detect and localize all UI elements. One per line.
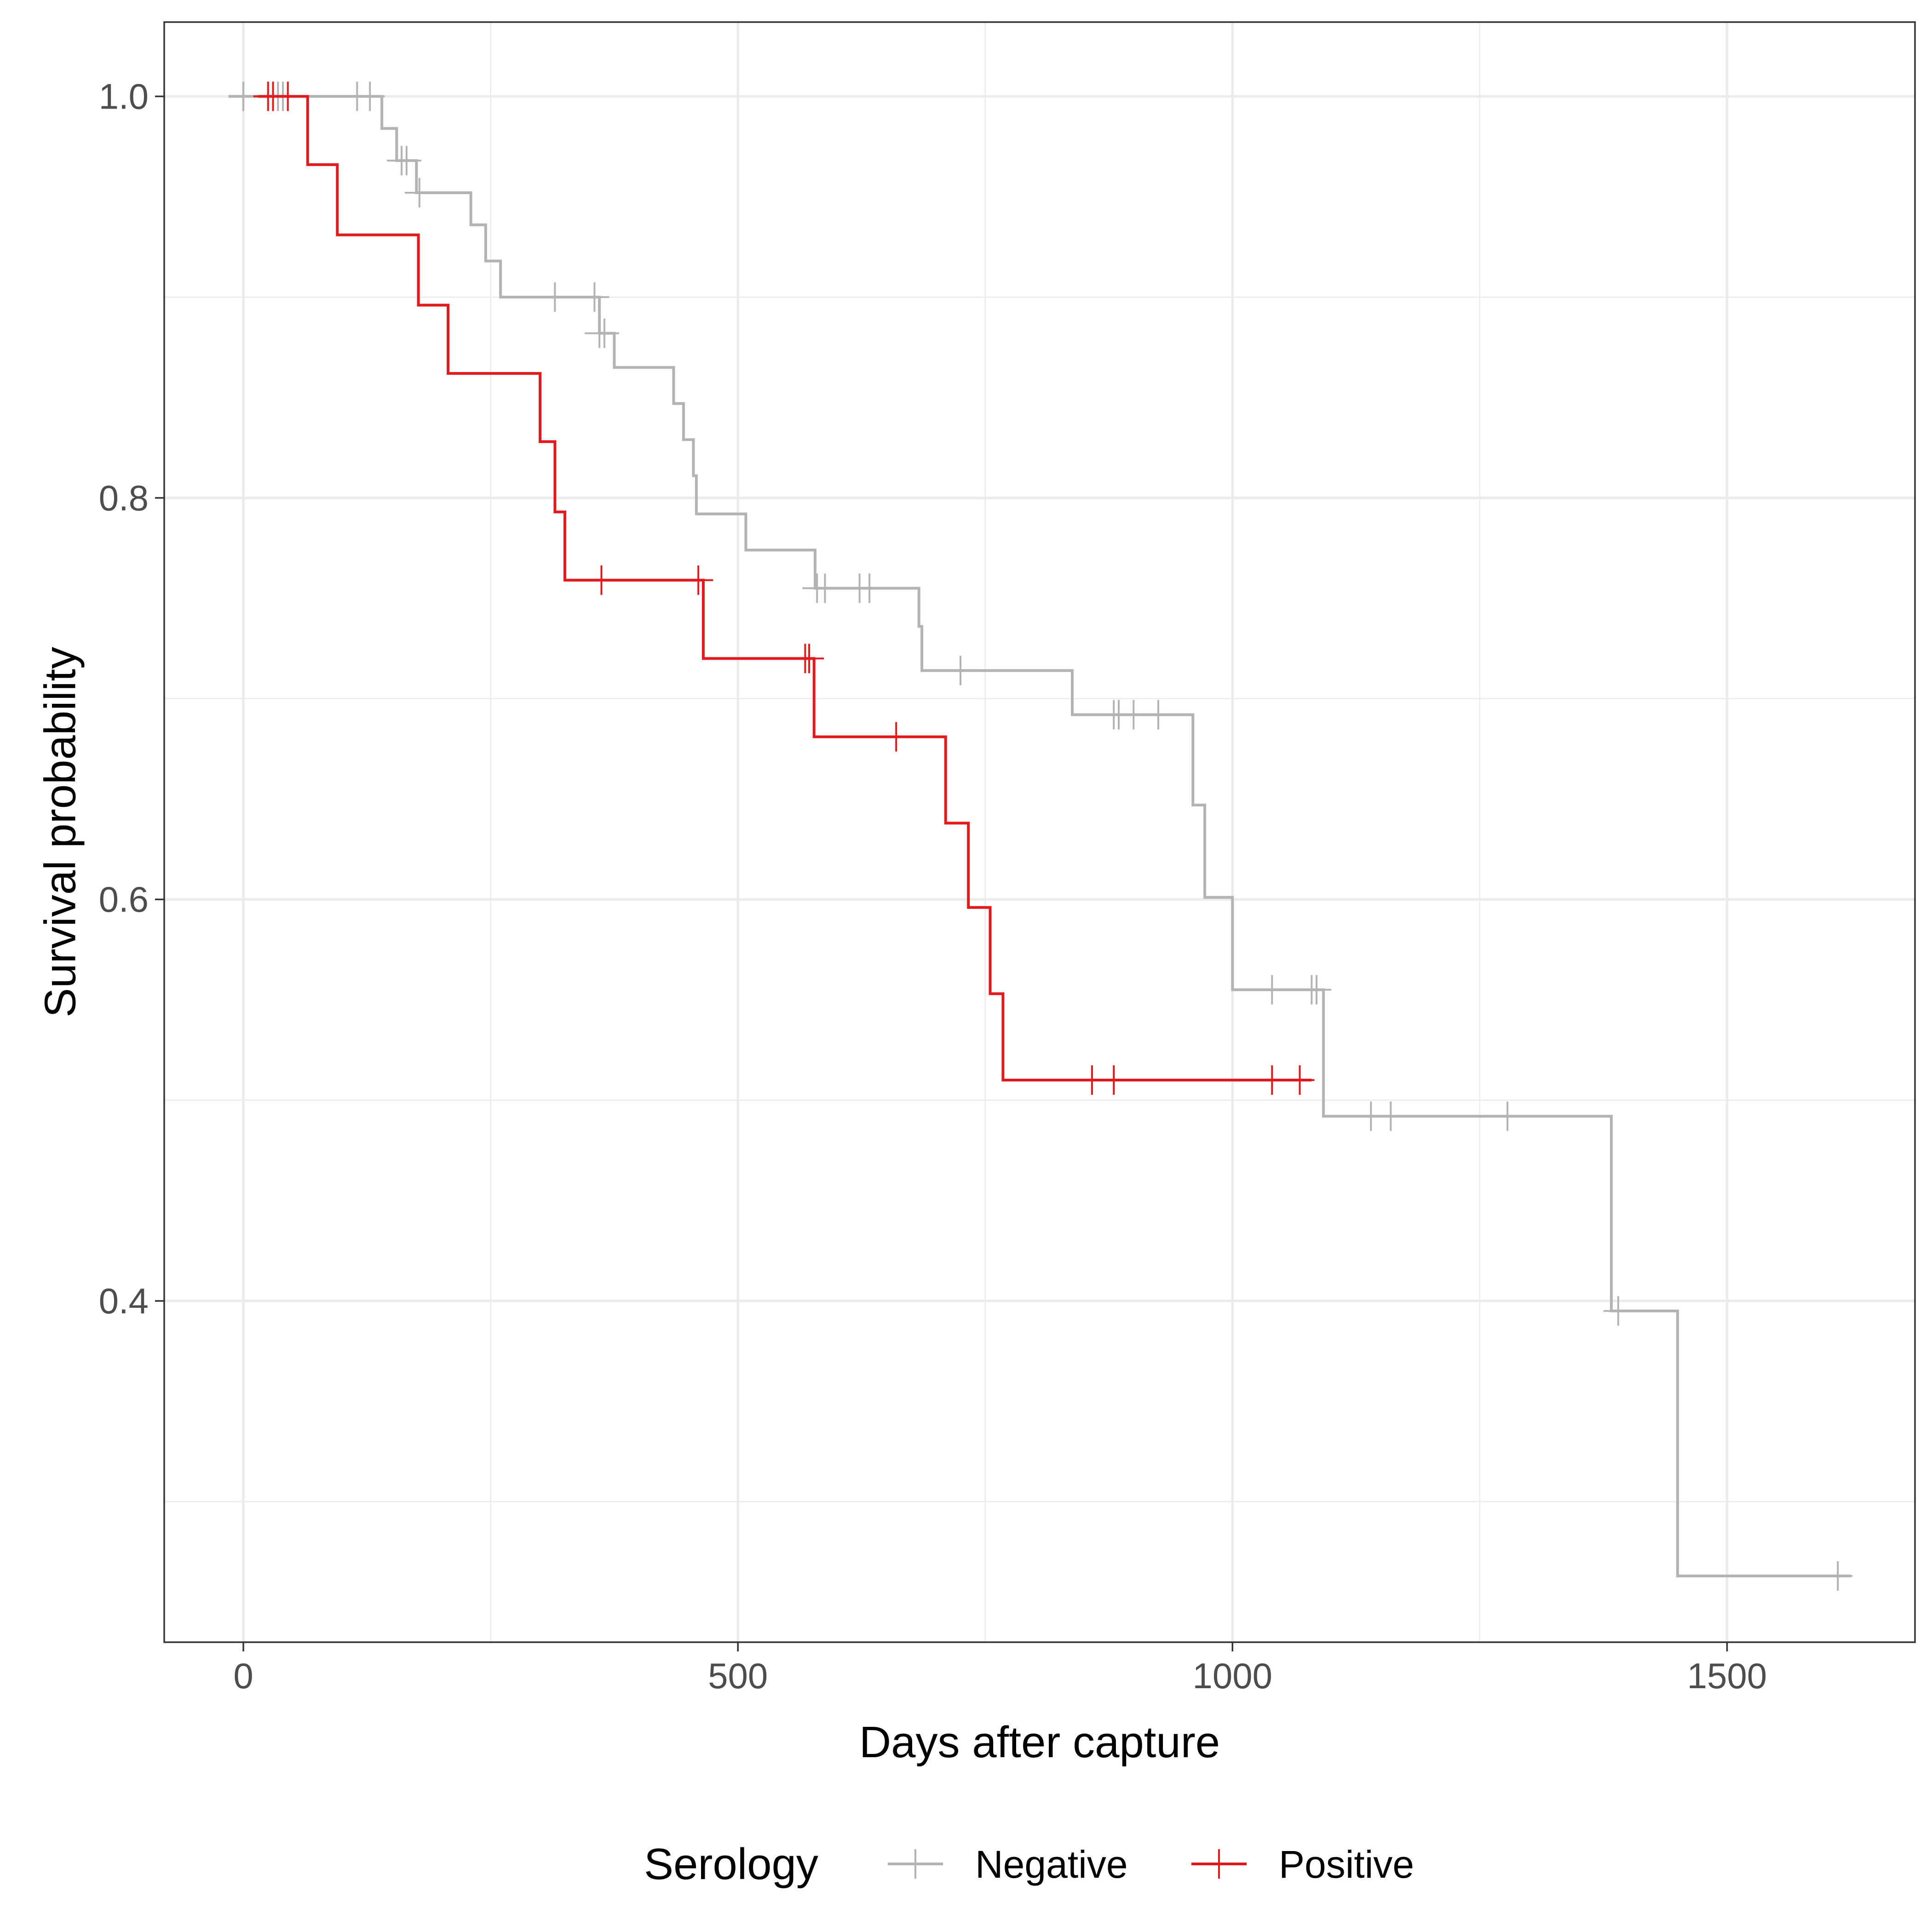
censor-mark-negative — [1257, 975, 1287, 1005]
series-line-negative — [228, 95, 1851, 1577]
censor-mark-positive — [684, 565, 713, 595]
censor-mark-negative — [589, 318, 619, 348]
censor-mark-negative — [1144, 700, 1173, 730]
censor-mark-negative — [580, 282, 610, 312]
censor-mark-positive — [273, 81, 303, 111]
legend-label-negative: Negative — [975, 1843, 1128, 1886]
legend-item-positive: Positive — [1191, 1843, 1414, 1886]
legend: Serology Negative Positive — [644, 1840, 1414, 1889]
censor-mark-negative — [1302, 975, 1332, 1005]
y-tick-label: 0.6 — [99, 879, 149, 920]
legend-title: Serology — [644, 1840, 818, 1889]
x-axis-title: Days after capture — [859, 1718, 1220, 1767]
y-tick-label: 1.0 — [99, 76, 149, 116]
censor-mark-negative — [229, 81, 259, 111]
legend-label-positive: Positive — [1279, 1843, 1414, 1886]
y-tick-label: 0.4 — [99, 1281, 149, 1321]
censor-mark-negative — [355, 81, 385, 111]
legend-items: Negative Positive — [888, 1843, 1414, 1886]
axes: 0 500 1000 1500 0.4 0.6 0.8 1.0 — [99, 76, 1767, 1696]
y-tick-label: 0.8 — [99, 477, 149, 518]
x-tick-label: 0 — [233, 1656, 253, 1696]
censor-mark-positive — [1285, 1065, 1315, 1095]
censor-mark-positive — [1099, 1065, 1129, 1095]
censor-mark-negative — [1823, 1561, 1853, 1591]
censor-mark-negative — [1119, 700, 1149, 730]
censor-mark-negative — [1493, 1101, 1523, 1131]
censor-mark-negative — [391, 146, 421, 176]
censor-mark-negative — [1603, 1296, 1633, 1326]
series-positive — [253, 81, 1315, 1095]
x-tick-label: 500 — [708, 1656, 768, 1696]
censor-mark-positive — [586, 565, 616, 595]
y-axis-title: Survival probability — [36, 647, 85, 1018]
series-line-positive — [258, 95, 1312, 1081]
censor-mark-positive — [881, 722, 911, 752]
x-tick-label: 1000 — [1193, 1656, 1273, 1696]
censor-mark-negative — [810, 573, 840, 603]
x-tick-label: 1500 — [1687, 1656, 1767, 1696]
grid-lines — [164, 22, 1915, 1642]
censor-mark-negative — [404, 178, 434, 207]
censor-mark-negative — [945, 656, 975, 685]
censor-mark-negative — [540, 282, 570, 312]
series-layer — [228, 81, 1853, 1591]
censor-mark-negative — [1376, 1101, 1406, 1131]
censor-mark-negative — [855, 573, 885, 603]
censor-mark-positive — [1257, 1065, 1287, 1095]
censor-mark-positive — [794, 644, 824, 673]
panel-border — [163, 21, 1916, 1643]
legend-item-negative: Negative — [888, 1843, 1128, 1886]
